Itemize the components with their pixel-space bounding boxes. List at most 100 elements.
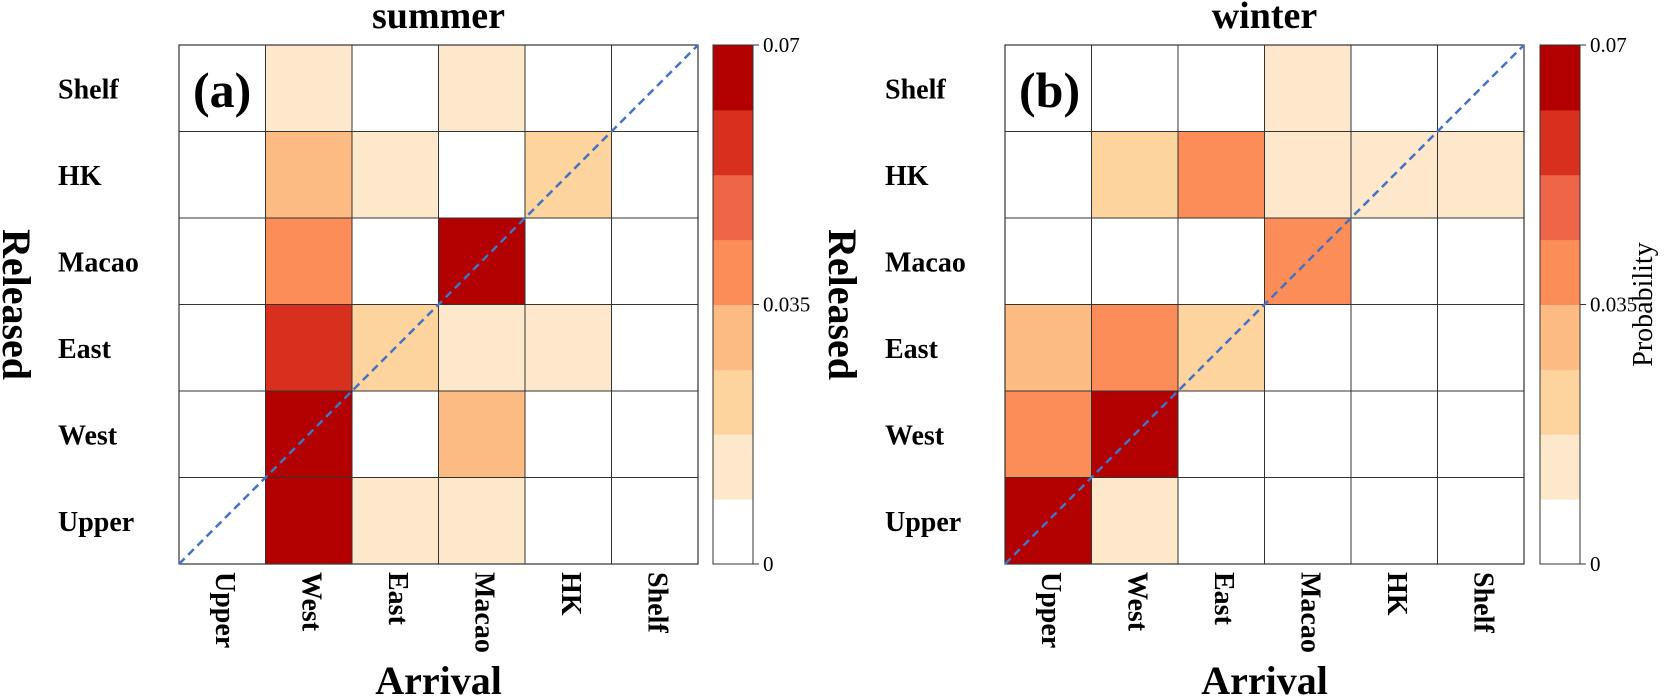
heatmap-cell-macao-hk xyxy=(1350,217,1438,305)
heatmap-cell-upper-west xyxy=(1091,477,1179,565)
winter-panel: winter (b) Shelf HK Macao East West Upper Upper W… xyxy=(820,0,1659,698)
x-tick-label: East xyxy=(382,572,413,626)
colorbar-tick-label: 0 xyxy=(763,552,774,576)
heatmap-cell-west-upper xyxy=(178,390,266,478)
x-tick-label: Macao xyxy=(468,572,499,653)
heatmap-cell-shelf-macao xyxy=(438,44,526,132)
x-tick-label: HK xyxy=(1381,572,1412,616)
x-axis-label: Arrival xyxy=(1201,658,1328,698)
heatmap-cell-west-shelf xyxy=(1437,390,1525,478)
colorbar-segment xyxy=(1540,304,1580,370)
x-tick-label: Upper xyxy=(1035,572,1066,648)
heatmap-cell-macao-east xyxy=(351,217,439,305)
heatmap-cell-upper-macao xyxy=(1264,477,1352,565)
colorbar-tick-label: 0 xyxy=(1590,552,1601,576)
colorbar-segment xyxy=(713,45,753,111)
x-axis-label: Arrival xyxy=(375,658,502,698)
heatmap-cell-shelf-upper xyxy=(178,44,266,132)
heatmap-cell-hk-shelf xyxy=(611,131,699,219)
heatmap-cell-shelf-east xyxy=(1177,44,1265,132)
heatmap-cell-shelf-hk xyxy=(524,44,612,132)
y-tick-label: Macao xyxy=(885,247,966,278)
plot-frame xyxy=(178,44,699,565)
x-tick-label: Macao xyxy=(1294,572,1325,653)
heatmap-cell-hk-upper xyxy=(178,131,266,219)
y-tick-label: Upper xyxy=(58,507,134,538)
x-tick-label: East xyxy=(1208,572,1239,626)
heatmap-cell-east-hk xyxy=(1350,304,1438,392)
y-tick-label: HK xyxy=(58,161,102,192)
heatmap-cell-east-macao xyxy=(438,304,526,392)
heatmap-cell-upper-macao xyxy=(438,477,526,565)
panel-label: (b) xyxy=(1019,62,1080,118)
colorbar-segment xyxy=(713,499,753,565)
colorbar-segment xyxy=(713,434,753,500)
heatmap-cell-west-upper xyxy=(1004,390,1092,478)
colorbar-segment xyxy=(1540,239,1580,305)
colorbar-segment xyxy=(1540,499,1580,565)
x-tick-label: Shelf xyxy=(641,572,672,633)
y-tick-label: East xyxy=(58,334,112,365)
heatmap-cell-upper-hk xyxy=(1350,477,1438,565)
heatmap-cell-east-macao xyxy=(1264,304,1352,392)
heatmap-cell-macao-west xyxy=(265,217,353,305)
colorbar-segment xyxy=(1540,109,1580,176)
heatmap-cell-west-shelf xyxy=(611,390,699,478)
y-tick-label: Macao xyxy=(58,247,139,278)
panel-label: (a) xyxy=(193,62,251,118)
colorbar-tick-label: 0.07 xyxy=(1590,33,1627,57)
colorbar-segment xyxy=(1540,174,1580,241)
x-tick-label: Upper xyxy=(209,572,240,648)
heatmap-cell-east-hk xyxy=(524,304,612,392)
colorbar-segment xyxy=(713,369,753,435)
colorbar-tick-label: 0.035 xyxy=(763,293,810,317)
y-tick-label: East xyxy=(885,334,939,365)
colorbar-segment xyxy=(713,239,753,305)
heatmap-cell-hk-macao xyxy=(438,131,526,219)
colorbar-segment xyxy=(713,304,753,370)
y-tick-label: Shelf xyxy=(58,74,119,105)
heatmap-cell-macao-east xyxy=(1177,217,1265,305)
colorbar-segment xyxy=(713,174,753,241)
colorbar-segment xyxy=(1540,434,1580,500)
x-tick-label: Shelf xyxy=(1467,572,1498,633)
heatmap-cell-hk-shelf xyxy=(1437,131,1525,219)
heatmap-cell-upper-shelf xyxy=(1437,477,1525,565)
heatmap-cell-hk-upper xyxy=(1004,131,1092,219)
diagonal-line xyxy=(1004,44,1525,565)
heatmap-cell-east-upper xyxy=(178,304,266,392)
colorbar-segment xyxy=(713,109,753,176)
heatmap-cell-west-east xyxy=(1177,390,1265,478)
heatmap-cell-west-east xyxy=(351,390,439,478)
colorbar-tick-label: 0.07 xyxy=(763,33,800,57)
heatmap-cell-shelf-west xyxy=(1091,44,1179,132)
heatmap-cell-macao-hk xyxy=(524,217,612,305)
y-tick-label: Upper xyxy=(885,507,961,538)
heatmap-cell-macao-west xyxy=(1091,217,1179,305)
colorbar-segment xyxy=(1540,45,1580,111)
heatmap-cell-hk-west xyxy=(1091,131,1179,219)
heatmap-cell-upper-east xyxy=(351,477,439,565)
x-tick-label: HK xyxy=(555,572,586,616)
y-tick-label: Shelf xyxy=(885,74,946,105)
y-tick-label: West xyxy=(58,420,118,451)
heatmap-cell-hk-east xyxy=(351,131,439,219)
colorbar-tick-label: 0.035 xyxy=(1590,293,1637,317)
heatmap-cell-macao-upper xyxy=(178,217,266,305)
heatmap-cell-west-macao xyxy=(1264,390,1352,478)
heatmap-cell-shelf-west xyxy=(265,44,353,132)
heatmap-cell-west-hk xyxy=(1350,390,1438,478)
heatmap-cell-macao-shelf xyxy=(611,217,699,305)
heatmap-cell-east-west xyxy=(265,304,353,392)
y-axis-label: Released xyxy=(820,229,865,380)
heatmap-cell-shelf-hk xyxy=(1350,44,1438,132)
heatmap-cell-upper-east xyxy=(1177,477,1265,565)
x-tick-label: West xyxy=(1121,572,1152,632)
heatmap-cell-upper-shelf xyxy=(611,477,699,565)
heatmap-cell-shelf-shelf xyxy=(611,44,699,132)
chart-title: summer xyxy=(372,0,505,37)
heatmap-cell-hk-macao xyxy=(1264,131,1352,219)
heatmap-cell-east-shelf xyxy=(1437,304,1525,392)
heatmap-cell-west-hk xyxy=(524,390,612,478)
